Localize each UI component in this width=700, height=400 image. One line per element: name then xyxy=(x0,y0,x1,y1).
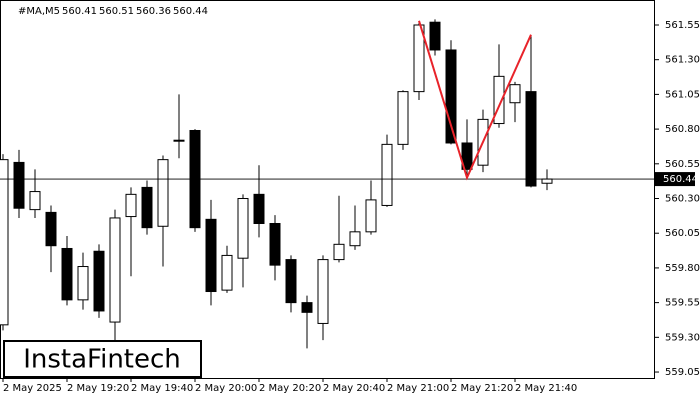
candle-body xyxy=(29,191,41,211)
candle-body xyxy=(221,254,233,291)
price-label: 560.44 xyxy=(663,174,698,185)
x-tick-label: 2 May 2025 xyxy=(3,383,62,394)
candle-body xyxy=(445,49,457,144)
x-tick-label: 2 May 21:20 xyxy=(451,383,513,394)
candle-body xyxy=(45,211,57,247)
candle-body xyxy=(525,91,537,187)
candle-body xyxy=(253,193,265,224)
candle-body xyxy=(157,159,169,227)
candle-body xyxy=(509,84,521,104)
x-tick-label: 2 May 21:00 xyxy=(387,383,449,394)
y-tick-label: 559.80 xyxy=(665,263,700,274)
candle-body xyxy=(493,75,505,125)
y-tick-label: 559.05 xyxy=(665,367,700,378)
candle-body xyxy=(93,250,105,312)
candle-body xyxy=(349,231,361,247)
y-tick-label: 560.80 xyxy=(665,124,700,135)
y-tick-label: 559.30 xyxy=(665,332,700,343)
candle-body xyxy=(541,178,553,184)
candle-body xyxy=(301,302,313,313)
y-tick-label: 561.30 xyxy=(665,55,700,66)
y-tick-label: 560.30 xyxy=(665,194,700,205)
candle-body xyxy=(205,218,217,293)
x-tick-label: 2 May 20:40 xyxy=(323,383,385,394)
candle-body xyxy=(365,199,377,233)
candle-body xyxy=(381,143,393,206)
x-tick-label: 2 May 20:20 xyxy=(259,383,321,394)
x-tick-label: 2 May 21:40 xyxy=(515,383,577,394)
x-tick-label: 2 May 19:40 xyxy=(131,383,193,394)
logo-box xyxy=(3,340,202,378)
candle-body xyxy=(285,259,297,304)
y-tick-label: 560.55 xyxy=(665,159,700,170)
ohlc-value: 560.41 xyxy=(62,6,97,17)
candle-body xyxy=(0,159,9,326)
y-tick-label: 560.05 xyxy=(665,228,700,239)
candle-body xyxy=(269,222,281,266)
price-tag xyxy=(655,172,695,187)
logo: InstaFintech xyxy=(23,345,181,375)
candle-body xyxy=(109,217,121,323)
candle-body xyxy=(141,186,153,229)
candle-body xyxy=(61,247,73,301)
candle-body xyxy=(13,161,25,209)
ohlc-value: 560.44 xyxy=(173,6,208,17)
y-tick-label: 561.55 xyxy=(665,20,700,31)
x-tick-label: 2 May 20:00 xyxy=(195,383,257,394)
x-tick-label: 2 May 19:20 xyxy=(67,383,129,394)
candle-body xyxy=(429,21,441,51)
ohlc-value: 560.51 xyxy=(99,6,134,17)
y-tick-label: 559.55 xyxy=(665,298,700,309)
candle-body xyxy=(333,243,345,261)
candle-body xyxy=(317,259,329,324)
candle-body xyxy=(173,139,185,142)
y-tick-label: 561.05 xyxy=(665,89,700,100)
candle-body xyxy=(237,198,249,259)
candle-body xyxy=(413,24,425,93)
candle-body xyxy=(397,91,409,145)
candle-body xyxy=(461,142,473,170)
symbol: #MA,M5 xyxy=(18,6,60,17)
pattern-line xyxy=(418,20,532,181)
candle-body xyxy=(125,193,137,218)
ohlc-value: 560.36 xyxy=(136,6,171,17)
candle-body xyxy=(77,266,89,301)
